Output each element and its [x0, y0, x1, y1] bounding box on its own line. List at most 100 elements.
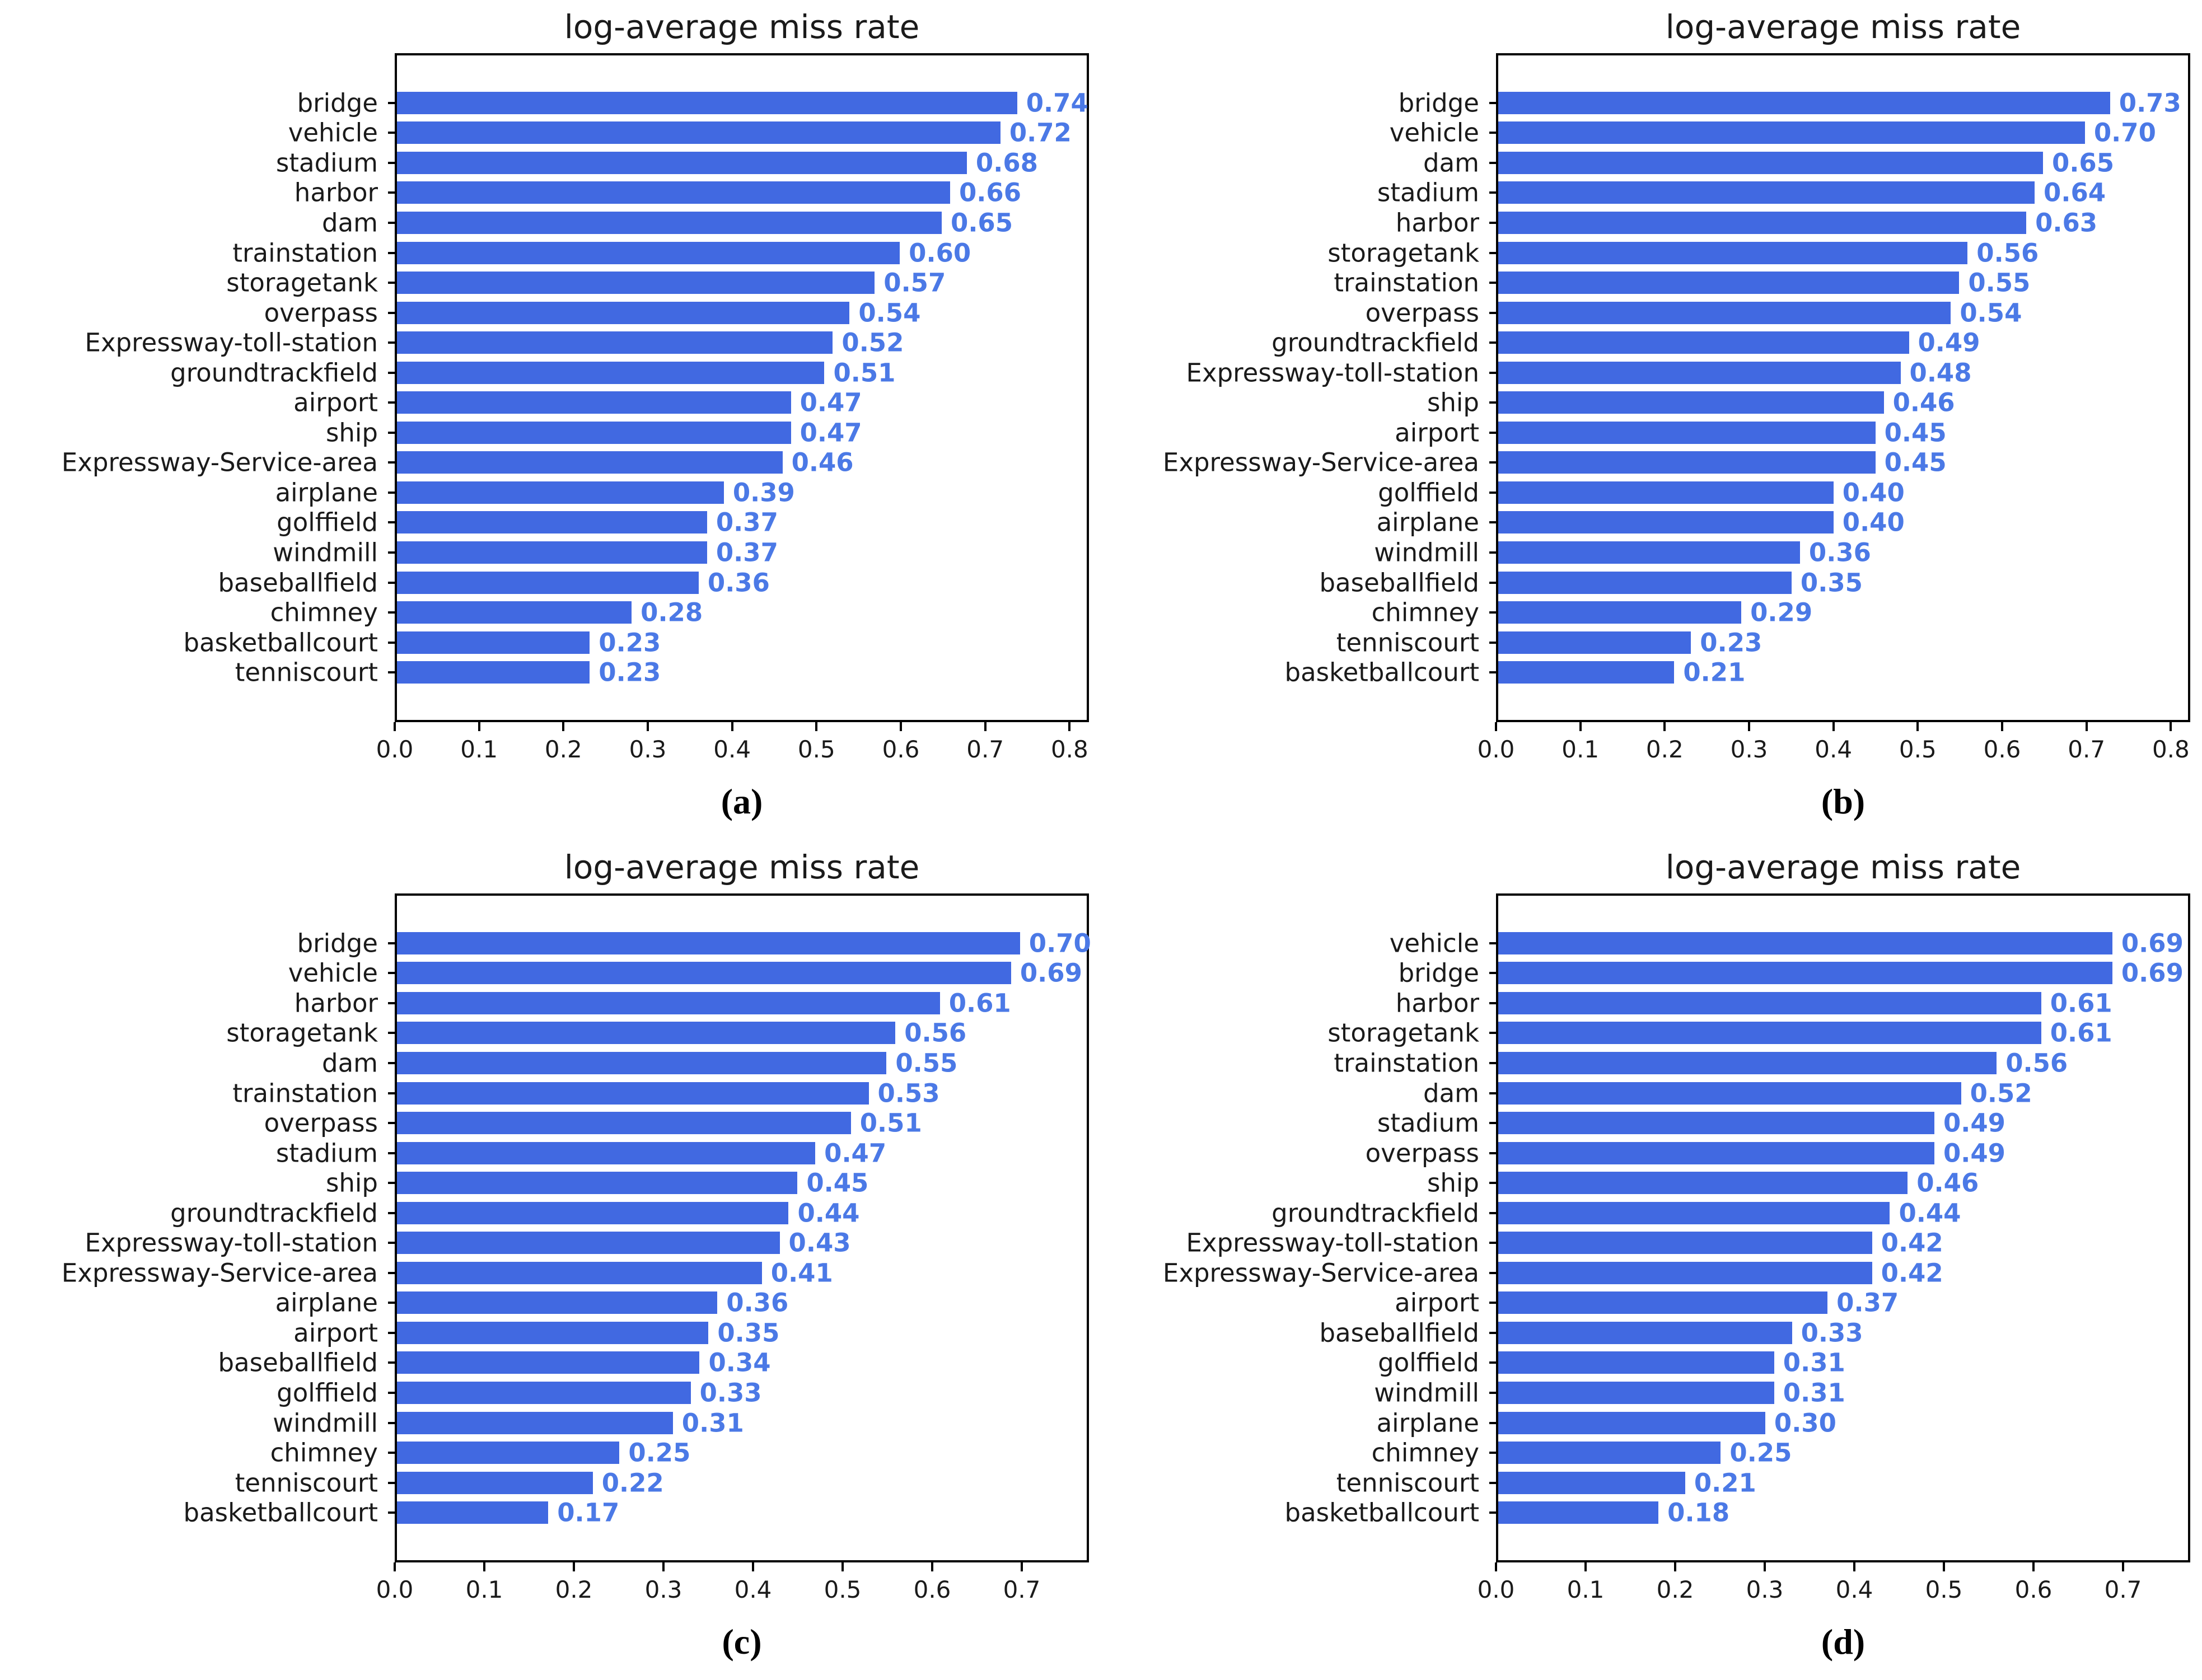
bar-value-label: 0.42	[1881, 1228, 1943, 1258]
y-label-row: groundtrackfield	[5, 1198, 397, 1228]
x-tick-label: 0.8	[2152, 736, 2190, 763]
y-axis-labels: bridge vehicle harbor storagetank dam trainst…	[5, 928, 397, 1528]
x-tick-mark	[483, 1562, 485, 1571]
plot-area: bridge vehicle stadium harbor dam trainstatio…	[62, 53, 1089, 722]
bar-value-label: 0.18	[1667, 1498, 1730, 1528]
y-tick-mark	[388, 132, 396, 134]
category-label: airplane	[1376, 507, 1479, 537]
category-label: vehicle	[1389, 928, 1479, 958]
y-tick-mark	[1489, 1391, 1497, 1394]
bar	[397, 1141, 816, 1164]
y-label-row: basketballcourt	[5, 1498, 397, 1528]
bar-value-label: 0.56	[2005, 1048, 2068, 1078]
x-tick-mark	[1853, 1562, 1855, 1571]
y-tick-mark	[388, 1211, 396, 1214]
y-tick-mark	[1489, 1452, 1497, 1454]
bar-value-label: 0.39	[732, 478, 795, 508]
x-tick-mark	[1021, 1562, 1023, 1571]
y-tick-mark	[1489, 972, 1497, 975]
bar-row: 0.60	[397, 238, 1087, 268]
bar-row: 0.31	[397, 1408, 1087, 1438]
y-tick-mark	[388, 1511, 396, 1514]
bar	[1498, 272, 1960, 294]
bar-value-label: 0.60	[909, 238, 971, 268]
category-label: dam	[322, 1048, 378, 1078]
y-label-row: windmill	[1106, 1378, 1498, 1408]
bar-row: 0.61	[1498, 988, 2188, 1018]
bar	[1498, 121, 2085, 144]
bar-row: 0.31	[1498, 1348, 2188, 1378]
bar-value-label: 0.35	[717, 1318, 780, 1348]
y-label-row: storagetank	[5, 268, 397, 298]
y-tick-mark	[1489, 1211, 1497, 1214]
y-label-row: stadium	[5, 148, 397, 178]
y-label-row: baseballfield	[5, 1348, 397, 1378]
bar-row: 0.21	[1498, 1468, 2188, 1498]
y-tick-mark	[1489, 491, 1497, 494]
bar-row: 0.37	[397, 537, 1087, 568]
bars-container: 0.74 0.72 0.68 0.66 0.65 0.60 0.57 0.54 0.52 0.51…	[397, 88, 1088, 687]
y-label-row: dam	[5, 208, 397, 238]
bar-value-label: 0.61	[2050, 1018, 2112, 1048]
category-label: basketballcourt	[1284, 1498, 1479, 1528]
bar-value-label: 0.40	[1842, 507, 1905, 537]
category-label: airplane	[1376, 1408, 1479, 1438]
y-label-row: dam	[1106, 148, 1498, 178]
x-axis: 0.0 0.1 0.2 0.3 0.4 0.5 0.6 0.7	[1478, 1562, 2190, 1624]
bar-value-label: 0.40	[1842, 478, 1905, 508]
category-label: baseballfield	[1319, 568, 1479, 598]
x-tick-mark	[1943, 1562, 1945, 1571]
x-tick-label: 0.4	[734, 1576, 772, 1603]
y-tick-mark	[1489, 1421, 1497, 1424]
bar-value-label: 0.36	[1808, 537, 1871, 568]
y-tick-mark	[388, 1002, 396, 1004]
y-label-row: trainstation	[1106, 268, 1498, 298]
y-tick-mark	[1489, 1061, 1497, 1064]
bar-value-label: 0.49	[1918, 327, 1980, 358]
bar	[1498, 241, 1968, 264]
y-label-row: overpass	[5, 1108, 397, 1138]
x-tick-mark	[662, 1562, 665, 1571]
bar-row: 0.49	[1498, 327, 2188, 358]
bar-value-label: 0.63	[2035, 208, 2098, 238]
x-tick-label: 0.8	[1050, 736, 1088, 763]
y-tick-mark	[388, 551, 396, 554]
bar	[397, 391, 791, 414]
bar	[1498, 932, 2112, 954]
y-tick-mark	[1489, 371, 1497, 374]
bar-row: 0.63	[1498, 208, 2188, 238]
y-label-row: windmill	[1106, 537, 1498, 568]
y-tick-mark	[388, 1182, 396, 1185]
bar	[397, 661, 590, 684]
y-label-row: Expressway-Service-area	[5, 448, 397, 478]
bar	[1498, 631, 1691, 654]
bar-row: 0.61	[397, 988, 1087, 1018]
category-label: golffield	[1378, 478, 1479, 508]
bar-row: 0.52	[1498, 1078, 2188, 1108]
bar-row: 0.45	[1498, 448, 2188, 478]
bar	[1498, 1201, 1890, 1224]
bar-row: 0.52	[397, 327, 1087, 358]
y-tick-mark	[1489, 401, 1497, 404]
bar	[397, 1261, 762, 1284]
bar	[397, 1442, 620, 1464]
category-label: dam	[1423, 148, 1479, 178]
bar-row: 0.35	[397, 1318, 1087, 1348]
bar-value-label: 0.37	[716, 537, 778, 568]
y-label-row: harbor	[5, 988, 397, 1018]
y-tick-mark	[388, 521, 396, 524]
bar-row: 0.45	[1498, 418, 2188, 448]
bar-row: 0.72	[397, 118, 1087, 148]
bar-value-label: 0.28	[641, 597, 703, 628]
category-label: tenniscourt	[1336, 1468, 1479, 1498]
bar-value-label: 0.31	[1783, 1347, 1845, 1378]
bar	[397, 272, 875, 294]
y-label-row: tenniscourt	[5, 657, 397, 687]
category-label: windmill	[273, 1408, 378, 1438]
y-tick-mark	[388, 1421, 396, 1424]
category-label: golffield	[277, 1378, 378, 1408]
y-tick-mark	[388, 1122, 396, 1125]
bar-row: 0.69	[1498, 958, 2188, 989]
bar-row: 0.31	[1498, 1378, 2188, 1408]
y-label-row: harbor	[1106, 208, 1498, 238]
